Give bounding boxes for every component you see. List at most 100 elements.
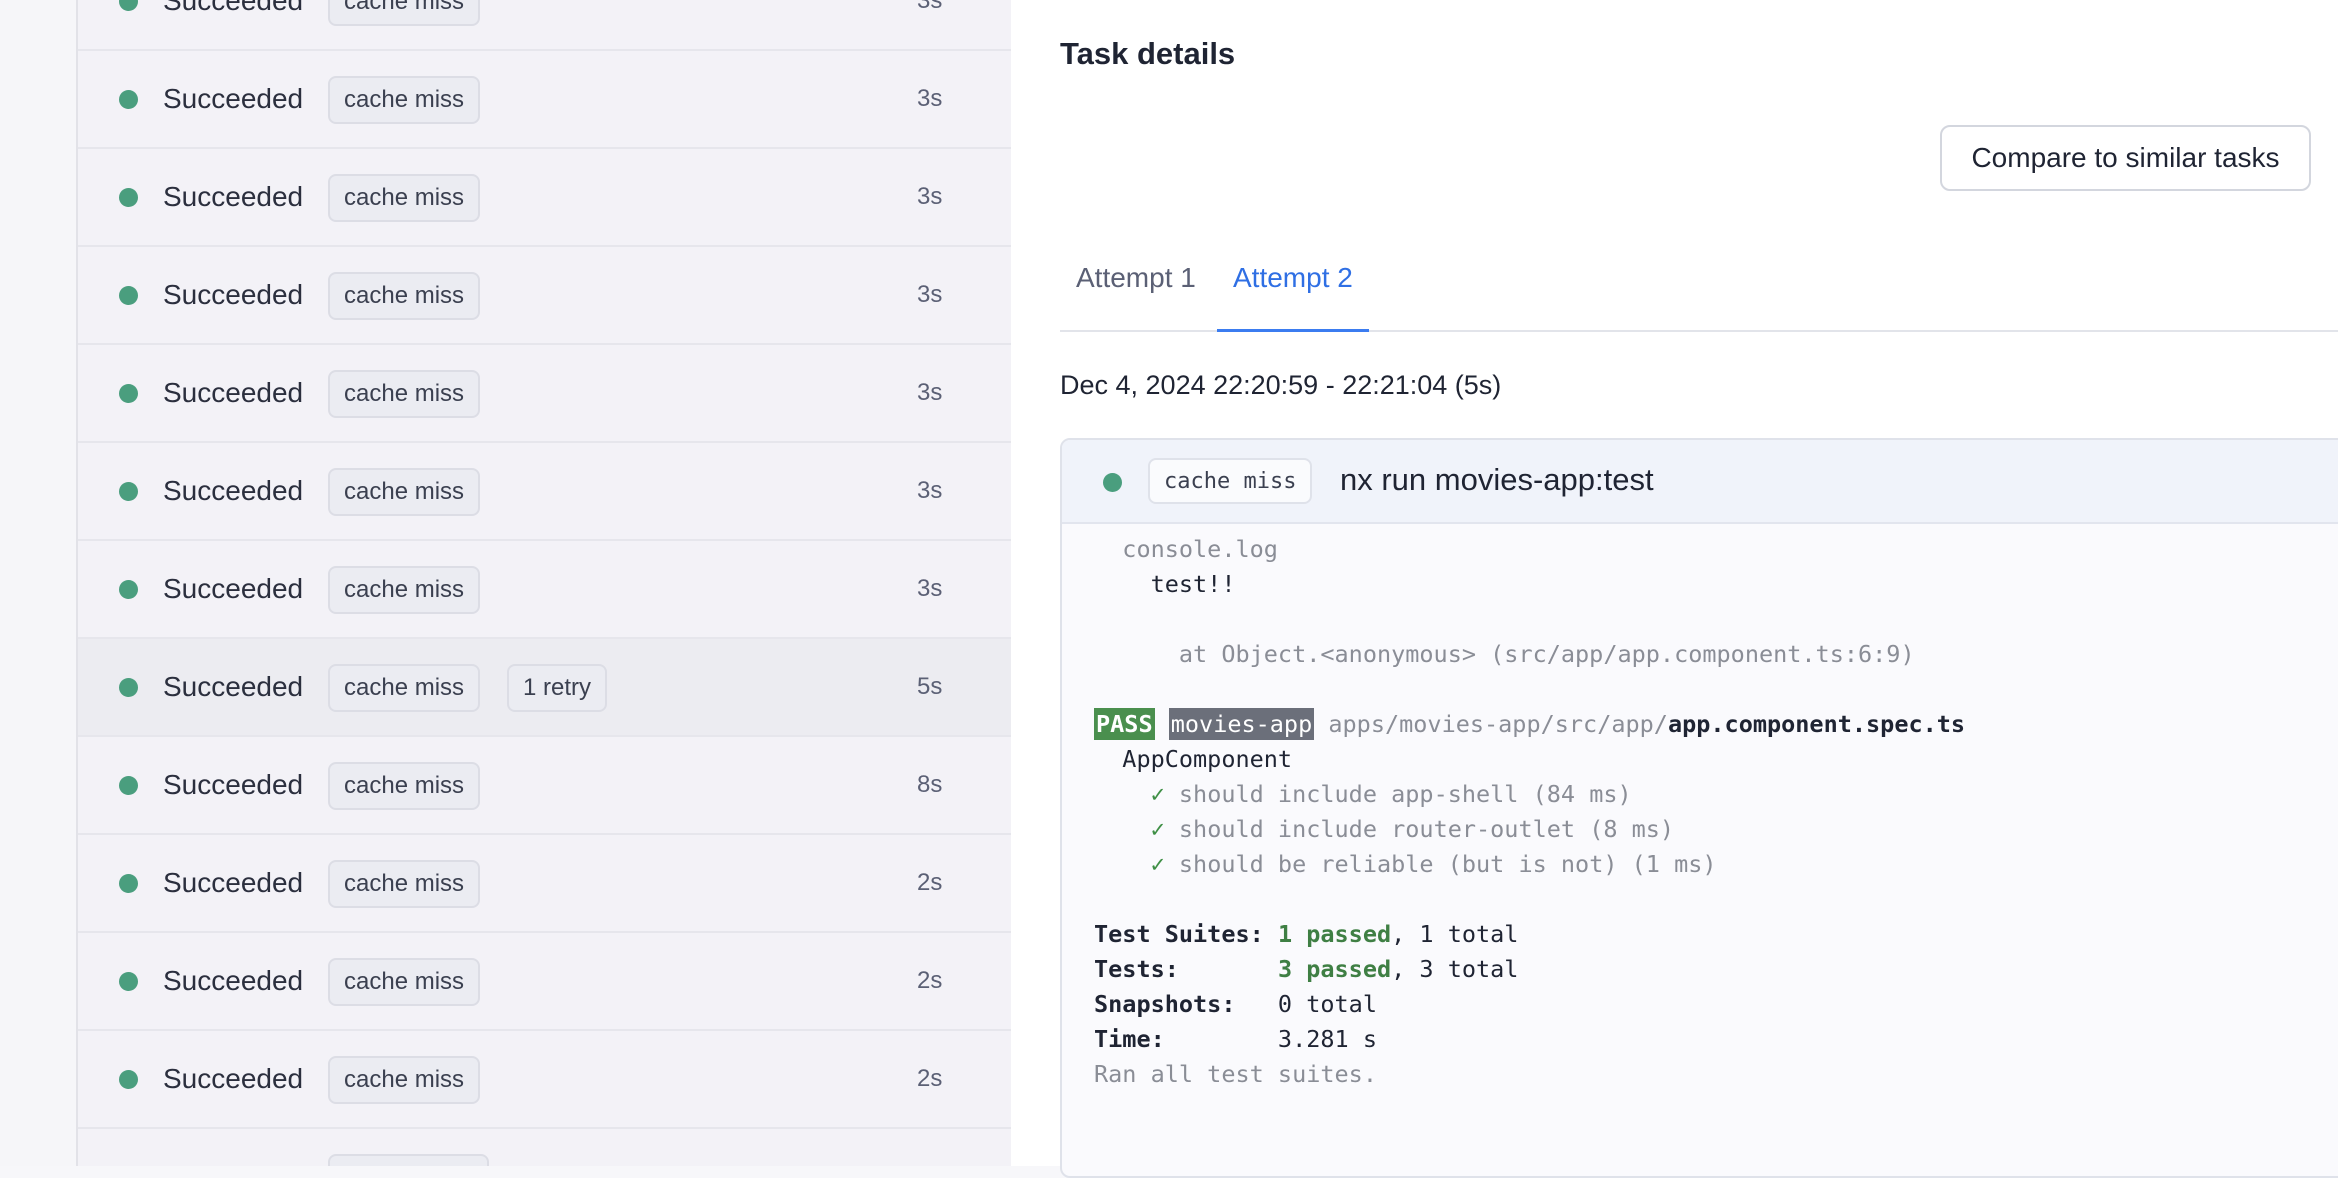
success-status-dot-icon (119, 776, 138, 795)
log-text: Time: (1094, 1025, 1165, 1053)
log-line: Snapshots: 0 total (1094, 987, 1965, 1022)
cache-badge: cache miss (328, 76, 481, 124)
task-row[interactable]: Succeeded cache miss 3s (78, 247, 1011, 345)
success-status-dot-icon (119, 384, 138, 403)
task-status: Succeeded (163, 475, 304, 506)
success-status-dot-icon (119, 678, 138, 697)
task-row[interactable]: Succeeded cache miss 3s (78, 0, 1011, 51)
log-line: ✓ should be reliable (but is not) (1 ms) (1094, 847, 1965, 882)
task-row[interactable] (78, 1129, 1011, 1166)
task-duration: 2s (917, 1065, 943, 1092)
task-row[interactable]: Succeeded cache miss 2s (78, 933, 1011, 1031)
log-line (1094, 672, 1965, 707)
cache-badge: cache miss (328, 958, 481, 1006)
task-duration: 3s (917, 281, 943, 308)
run-command: nx run movies-app:test (1340, 462, 1654, 497)
task-row[interactable]: Succeeded cache miss 3s (78, 443, 1011, 541)
retry-badge: 1 retry (507, 664, 608, 712)
task-duration: 5s (917, 673, 943, 700)
task-status: Succeeded (163, 769, 304, 800)
pass-badge: PASS (1094, 708, 1155, 740)
log-line: Ran all test suites. (1094, 1057, 1965, 1092)
success-status-dot-icon (1103, 473, 1122, 492)
log-text: Tests: (1094, 955, 1264, 983)
task-duration: 2s (917, 869, 943, 896)
log-line: AppComponent (1094, 742, 1965, 777)
log-text: apps/movies-app/src/app/ (1314, 710, 1668, 738)
log-text: should be reliable (but is not) (1 ms) (1164, 850, 1717, 878)
cache-badge: cache miss (328, 762, 481, 810)
log-line: Test Suites: 1 passed, 1 total (1094, 917, 1965, 952)
task-duration: 3s (917, 477, 943, 504)
check-icon: ✓ (1094, 780, 1165, 808)
task-row[interactable]: Succeeded cache miss 3s (78, 541, 1011, 639)
task-row[interactable]: Succeeded cache miss 8s (78, 737, 1011, 835)
attempt-time-range: Dec 4, 2024 22:20:59 - 22:21:04 (5s) (1060, 370, 1502, 400)
task-details-panel: Task details Compare to similar tasks At… (1011, 0, 2338, 1178)
cache-badge: cache miss (328, 174, 481, 222)
task-row[interactable]: Succeeded cache miss 3s (78, 345, 1011, 443)
success-status-dot-icon (119, 286, 138, 305)
log-text: should include app-shell (84 ms) (1164, 780, 1632, 808)
project-badge: movies-app (1168, 708, 1315, 740)
task-status: Succeeded (163, 0, 304, 16)
task-duration: 2s (917, 967, 943, 994)
task-status: Succeeded (163, 1063, 304, 1094)
log-line: at Object.<anonymous> (src/app/app.compo… (1094, 637, 1965, 672)
task-row[interactable]: Succeeded cache miss 2s (78, 1031, 1011, 1129)
log-text: Snapshots: (1094, 990, 1236, 1018)
cache-badge: cache miss (328, 860, 481, 908)
run-header: cache miss nx run movies-app:test (1062, 440, 2338, 524)
cache-badge: cache miss (328, 272, 481, 320)
check-icon: ✓ (1094, 850, 1165, 878)
task-duration: 3s (917, 379, 943, 406)
cache-badge: cache miss (328, 664, 481, 712)
log-text: at Object.<anonymous> (src/app/app.compo… (1094, 640, 1915, 668)
log-line: ✓ should include app-shell (84 ms) (1094, 777, 1965, 812)
log-line (1094, 602, 1965, 637)
task-status: Succeeded (163, 965, 304, 996)
log-text: , 1 total (1391, 920, 1519, 948)
task-duration: 3s (917, 0, 943, 14)
success-status-dot-icon (119, 972, 138, 991)
task-row[interactable]: Succeeded cache miss 3s (78, 149, 1011, 247)
task-row[interactable]: Succeeded cache miss 3s (78, 51, 1011, 149)
log-text: app.component.spec.ts (1667, 710, 1966, 738)
log-text: 3.281 s (1164, 1025, 1377, 1053)
log-line (1094, 882, 1965, 917)
task-status: Succeeded (163, 671, 304, 702)
log-text: 1 passed (1277, 920, 1392, 948)
left-gutter (0, 0, 78, 1166)
terminal-output: console.log test!! at Object.<anonymous>… (1094, 532, 1965, 1092)
tab-attempt-1[interactable]: Attempt 1 (1076, 262, 1196, 293)
task-row[interactable]: Succeeded cache miss 2s (78, 835, 1011, 933)
check-icon: ✓ (1094, 815, 1165, 843)
task-row[interactable]: Succeeded cache miss 1 retry 5s (78, 639, 1011, 737)
log-line: ✓ should include router-outlet (8 ms) (1094, 812, 1965, 847)
success-status-dot-icon (119, 580, 138, 599)
success-status-dot-icon (119, 1070, 138, 1089)
task-status: Succeeded (163, 377, 304, 408)
log-line: test!! (1094, 567, 1965, 602)
tab-attempt-2[interactable]: Attempt 2 (1217, 250, 1369, 332)
log-text: 0 total (1235, 990, 1377, 1018)
success-status-dot-icon (119, 188, 138, 207)
log-text: should include router-outlet (8 ms) (1164, 815, 1675, 843)
success-status-dot-icon (119, 874, 138, 893)
cache-badge: cache miss (328, 566, 481, 614)
success-status-dot-icon (119, 0, 138, 11)
log-text: Ran all test suites. (1094, 1060, 1377, 1088)
log-text: , 3 total (1391, 955, 1519, 983)
cache-badge: cache miss (328, 468, 481, 516)
task-status: Succeeded (163, 181, 304, 212)
cache-badge: cache miss (328, 370, 481, 418)
compare-similar-tasks-button[interactable]: Compare to similar tasks (1940, 125, 2311, 191)
log-text: 3 passed (1277, 955, 1392, 983)
cache-badge: cache miss (328, 0, 481, 26)
log-text (1155, 710, 1169, 738)
task-status: Succeeded (163, 279, 304, 310)
run-output-card: cache miss nx run movies-app:test consol… (1060, 438, 2338, 1178)
log-text: Test Suites: (1094, 920, 1264, 948)
log-text: test!! (1094, 570, 1236, 598)
task-status: Succeeded (163, 83, 304, 114)
